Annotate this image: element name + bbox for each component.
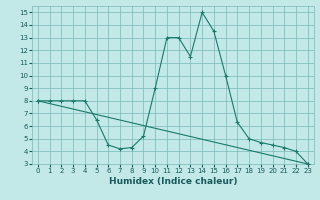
X-axis label: Humidex (Indice chaleur): Humidex (Indice chaleur) <box>108 177 237 186</box>
